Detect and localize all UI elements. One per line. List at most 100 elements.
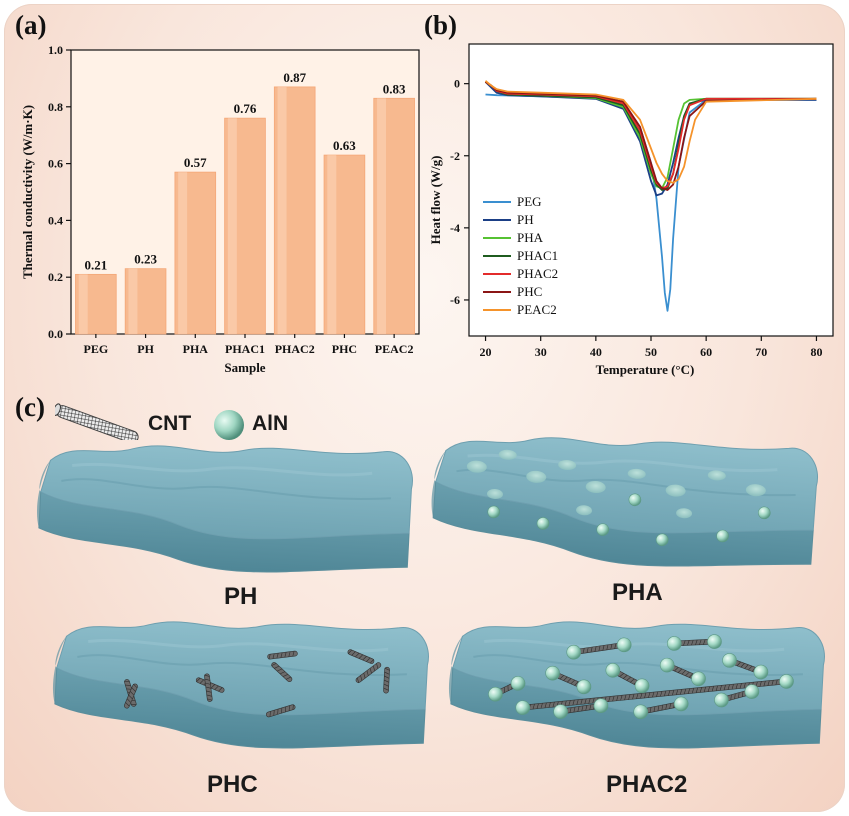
phc-model (53, 621, 429, 749)
aln-particle (634, 678, 650, 694)
aln-particle (758, 506, 771, 520)
x-tick-label-a: PHA (183, 342, 209, 356)
aln-particle (714, 692, 729, 708)
legend-label-pha: PHA (517, 230, 544, 245)
y-tick-label-a: 0.6 (48, 157, 63, 171)
legend-label-peg: PEG (517, 194, 542, 209)
aln-key-label: AlN (252, 412, 289, 435)
aln-particle (616, 637, 632, 653)
data-label-peac2: 0.83 (383, 81, 406, 96)
surface-ridge (88, 638, 389, 653)
cnt-icon (55, 403, 139, 440)
aln-particle (545, 665, 560, 681)
legend-label-phc: PHC (517, 284, 542, 299)
embedded-filler-bump (707, 470, 726, 481)
embedded-filler-bump (576, 505, 593, 516)
embedded-filler-bump (486, 488, 503, 500)
aln-particle (716, 529, 729, 543)
y-tick-label-a: 0.0 (48, 327, 63, 341)
aln-particle (673, 696, 689, 712)
bar-highlight (227, 118, 237, 334)
y-tick-label-b: -6 (450, 293, 460, 307)
x-tick-label-b: 40 (590, 345, 602, 359)
panel-c-label: (c) (15, 392, 45, 422)
y-tick-label-a: 0.8 (48, 100, 63, 114)
phc-model-label: PHC (207, 771, 258, 798)
cnt-key-label: CNT (148, 412, 192, 435)
slab-end-cap (37, 460, 51, 528)
cnt-tube (124, 683, 138, 709)
aln-particle (628, 493, 642, 507)
embedded-filler-bump (745, 484, 766, 497)
slab-top-face (56, 621, 429, 716)
aln-particle (605, 662, 621, 678)
embedded-filler-bump (526, 470, 547, 483)
panel-b-label: (b) (424, 10, 457, 40)
data-label-phac2: 0.87 (283, 70, 306, 85)
cnt-tube (355, 662, 382, 684)
bar-highlight (377, 98, 386, 334)
pha-model (431, 437, 818, 567)
aln-particle (667, 636, 682, 651)
surface-ridge (61, 478, 391, 500)
legend-label-phac2: PHAC2 (517, 266, 558, 281)
bar-highlight (78, 274, 88, 334)
aln-particle (536, 517, 550, 530)
slab-end-cap (449, 636, 463, 704)
aln-sphere-icon (214, 410, 244, 440)
x-tick-label-a: PHAC1 (225, 342, 265, 356)
data-label-pha: 0.57 (184, 155, 207, 170)
cnt-tube (383, 666, 390, 694)
phac2-model-label: PHAC2 (606, 771, 688, 798)
cnt-tube (204, 673, 213, 702)
pha-model-label: PHA (612, 579, 663, 606)
ph-model-label: PH (224, 583, 258, 610)
data-label-phac1: 0.76 (234, 101, 257, 116)
y-axis-label-a: Thermal conductivity (W/m·K) (20, 105, 35, 279)
aln-particle (753, 664, 769, 680)
aln-particle (510, 676, 526, 691)
cnt-tube (271, 662, 293, 683)
slab-end-cap (53, 636, 67, 704)
embedded-filler-bump (676, 508, 693, 519)
ph-model (37, 445, 413, 573)
series-line-phc (485, 81, 817, 191)
y-tick-label-a: 0.2 (48, 270, 63, 284)
embedded-filler-bump (558, 459, 577, 471)
aln-particle (659, 657, 675, 673)
aln-particle (515, 700, 531, 715)
aln-particle (576, 679, 592, 695)
x-tick-label-b: 20 (480, 345, 492, 359)
aln-particle (707, 634, 722, 649)
x-tick-label-a: PEG (84, 342, 109, 356)
aln-particle (722, 653, 737, 668)
embedded-filler-bump (498, 449, 517, 460)
series-line-peac2 (484, 80, 817, 184)
surface-ridge (456, 468, 796, 497)
x-tick-label-a: PHC (332, 342, 357, 356)
slab-top-face (452, 621, 825, 716)
legend-label-ph: PH (517, 212, 534, 227)
panel-a-label: (a) (15, 10, 47, 40)
embedded-filler-bump (466, 460, 487, 473)
slab-top-face (435, 437, 818, 534)
x-tick-label-b: 60 (700, 345, 712, 359)
aln-particle (596, 523, 610, 536)
cnt-tube (265, 704, 296, 718)
cnt-tube (267, 650, 298, 660)
embedded-filler-bump (585, 480, 606, 494)
surface-ridge (72, 462, 373, 477)
x-tick-label-b: 70 (755, 345, 767, 359)
phac2-model (449, 621, 825, 749)
aln-particle (487, 505, 501, 519)
x-tick-label-a: PHAC2 (275, 342, 315, 356)
aln-particle (566, 644, 582, 660)
slab-end-cap (431, 450, 446, 518)
embedded-filler-bump (665, 484, 686, 497)
aln-particle (655, 533, 669, 547)
y-tick-label-a: 0.4 (48, 213, 63, 227)
bar-highlight (178, 172, 188, 334)
x-tick-label-a: PH (137, 342, 154, 356)
